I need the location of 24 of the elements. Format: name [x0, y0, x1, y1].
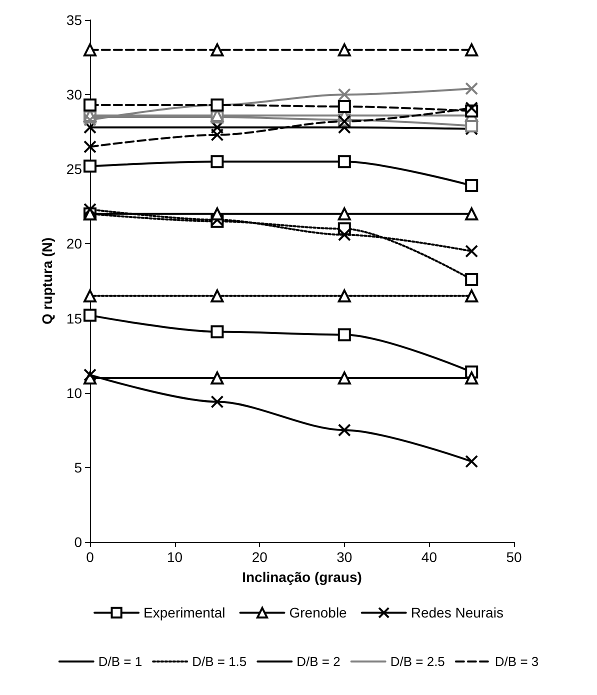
x-tick-label: 50 [506, 549, 522, 565]
legend-label: D/B = 1.5 [192, 654, 247, 669]
y-tick-label: 30 [66, 86, 82, 103]
legend-label: D/B = 3 [494, 654, 539, 669]
y-tick-label: 0 [74, 534, 82, 550]
x-tick-label: 10 [167, 549, 183, 565]
x-tick-label: 0 [86, 549, 94, 565]
x-tick-label: 30 [336, 549, 352, 565]
y-tick-label: 10 [66, 384, 82, 401]
y-tick-label: 25 [66, 161, 82, 178]
legend-label: D/B = 2 [296, 654, 340, 669]
y-tick-label: 35 [66, 12, 82, 28]
x-axis-title: Inclinação (graus) [242, 569, 362, 585]
legend-label: Grenoble [289, 604, 348, 621]
legend-label: Redes Neurais [410, 604, 504, 621]
x-tick-label: 20 [252, 549, 268, 565]
y-axis-title: Q ruptura (N) [39, 237, 55, 325]
y-tick-label: 15 [66, 310, 82, 326]
legend-label: D/B = 1 [98, 654, 142, 669]
x-tick-label: 40 [421, 549, 438, 565]
y-tick-label: 20 [66, 236, 82, 252]
y-tick-label: 5 [74, 459, 82, 476]
legend-label: D/B = 2.5 [390, 654, 445, 669]
legend-label: Experimental [144, 604, 226, 621]
